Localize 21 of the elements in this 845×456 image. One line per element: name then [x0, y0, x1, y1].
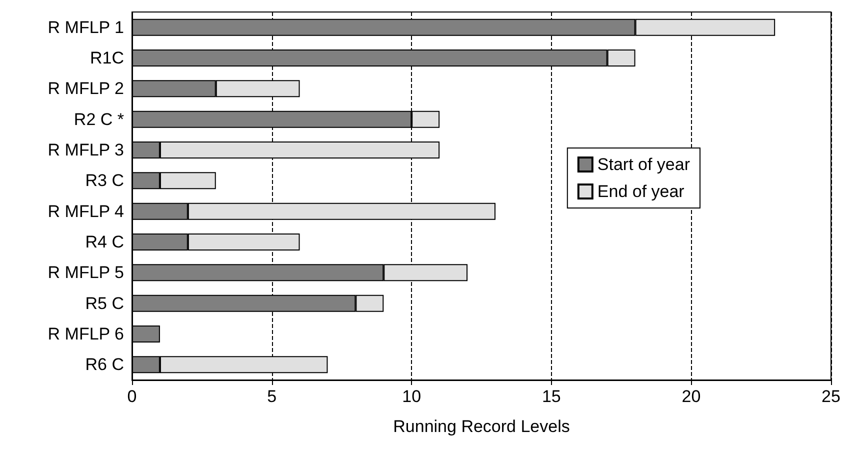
x-tick-label: 0 — [127, 387, 137, 406]
y-tick-label: R5 C — [85, 294, 124, 313]
y-tick-label: R MFLP 1 — [48, 18, 124, 37]
legend-label: Start of year — [597, 155, 690, 174]
y-tick-label: R2 C * — [74, 110, 124, 129]
x-tick-label: 15 — [542, 387, 561, 406]
y-tick-label: R MFLP 4 — [48, 202, 124, 221]
y-tick-label: R1C — [90, 48, 124, 68]
y-tick-label: R4 C — [85, 232, 124, 252]
x-tick-label: 5 — [267, 387, 277, 406]
x-tick-label: 20 — [682, 387, 701, 406]
x-tick-label: 10 — [402, 387, 422, 406]
y-tick-label: R MFLP 3 — [48, 140, 124, 160]
y-tick-label: R3 C — [85, 171, 124, 190]
y-tick-label: R MFLP 2 — [48, 79, 124, 98]
legend-label: End of year — [597, 182, 685, 201]
y-tick-label: R MFLP 5 — [48, 263, 124, 282]
y-tick-label: R MFLP 6 — [48, 324, 124, 344]
x-tick-label: 25 — [822, 387, 840, 406]
y-tick-label: R6 C — [85, 355, 124, 374]
x-axis-title: Running Record Levels — [393, 417, 570, 436]
